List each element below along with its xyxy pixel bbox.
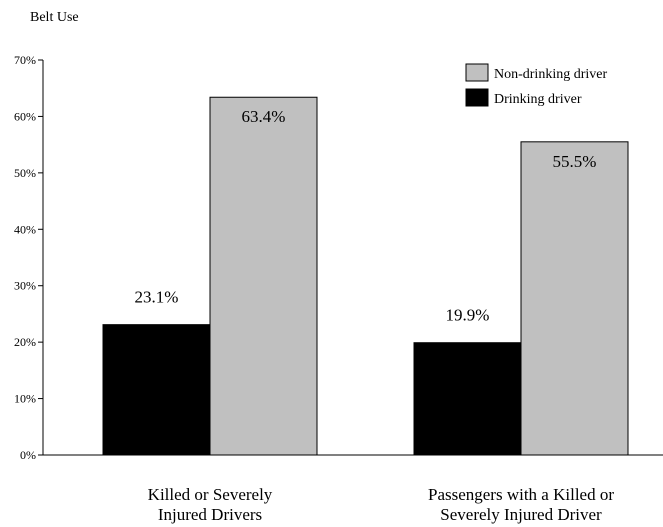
bar-value-label: 63.4% bbox=[242, 107, 286, 126]
legend: Non-drinking driver Drinking driver bbox=[465, 63, 607, 107]
y-tick-label: 10% bbox=[14, 392, 36, 406]
bar-value-label: 23.1% bbox=[135, 288, 179, 307]
bar-non-drinking-1 bbox=[520, 141, 629, 456]
bars bbox=[102, 96, 629, 456]
x-category-label: Killed or Severely bbox=[148, 485, 273, 504]
legend-swatch bbox=[465, 88, 489, 107]
bar-drinking-1 bbox=[413, 342, 522, 456]
legend-label: Non-drinking driver bbox=[494, 67, 607, 82]
bar-non-drinking-0 bbox=[209, 96, 318, 456]
y-tick-label: 20% bbox=[14, 335, 36, 349]
legend-label: Drinking driver bbox=[494, 92, 582, 107]
y-tick-label: 40% bbox=[14, 222, 36, 236]
bar-value-label: 55.5% bbox=[553, 152, 597, 171]
y-axis-ticks: 0% 10% 20% 30% 40% 50% 60% 70% bbox=[14, 53, 43, 462]
x-category-label: Injured Drivers bbox=[158, 505, 262, 524]
y-tick-label: 60% bbox=[14, 109, 36, 123]
bar-value-labels: 23.1% 19.9% 63.4% 55.5% bbox=[135, 107, 597, 324]
x-category-label: Severely Injured Driver bbox=[440, 505, 602, 524]
x-category-label: Passengers with a Killed or bbox=[428, 485, 614, 504]
y-tick-label: 0% bbox=[20, 448, 36, 462]
bar-value-label: 19.9% bbox=[446, 306, 490, 325]
y-axis-title: Belt Use bbox=[30, 10, 79, 25]
y-tick-label: 30% bbox=[14, 279, 36, 293]
y-tick-label: 50% bbox=[14, 166, 36, 180]
legend-swatch bbox=[465, 63, 489, 82]
bar-drinking-0 bbox=[102, 324, 211, 456]
y-tick-label: 70% bbox=[14, 53, 36, 67]
